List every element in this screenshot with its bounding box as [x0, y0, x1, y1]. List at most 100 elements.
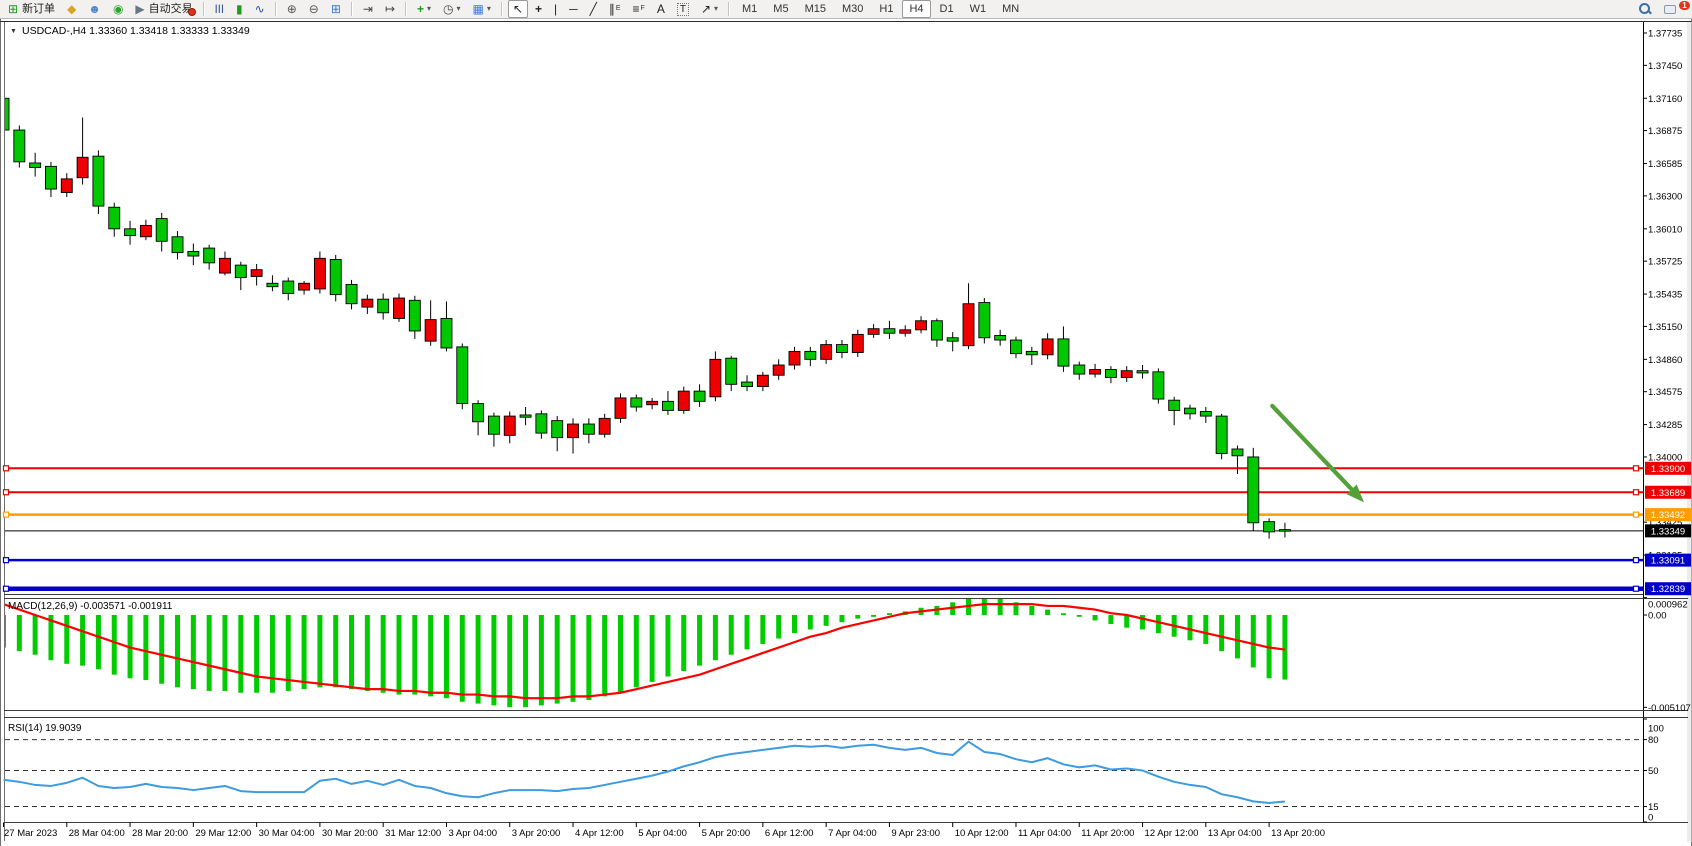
arrows-button[interactable]: ↗ ▾	[696, 0, 723, 18]
tile-windows-button[interactable]: ⊞	[326, 0, 346, 18]
deposit-gold-button[interactable]: ◆	[62, 0, 81, 18]
indicators-button[interactable]: + ▾	[412, 0, 436, 18]
candlestick-icon: ▮	[236, 2, 243, 16]
gold-icon: ◆	[67, 2, 77, 16]
horizontal-line-icon: ─	[569, 2, 578, 16]
periods-button[interactable]: ◷ ▾	[438, 0, 466, 18]
macd-histogram-bar	[159, 615, 165, 684]
candle-body	[978, 302, 991, 339]
macd-histogram-bar	[1076, 615, 1082, 617]
chart-shift-button[interactable]: ↦	[380, 0, 400, 18]
candle-body	[820, 344, 833, 360]
candle-body	[171, 236, 184, 254]
resistance-line-1-handle[interactable]	[1632, 465, 1640, 472]
candle-body	[1041, 338, 1054, 356]
equidistant-channel-button[interactable]: ∥ E	[604, 0, 626, 18]
macd-histogram-bar	[1282, 615, 1288, 680]
support-line-blue-1-handle[interactable]	[1632, 557, 1640, 564]
macd-histogram-bar	[554, 615, 560, 704]
candle-body	[915, 320, 928, 331]
support-line-blue-2-handle[interactable]	[2, 585, 10, 592]
tile-windows-icon: ⊞	[330, 2, 341, 16]
timeframe-w1-button[interactable]: W1	[969, 3, 987, 15]
support-line-blue-1-handle[interactable]	[2, 557, 10, 564]
toolbar: ⊞ 新订单 ◆ ☻ ◉ ▶ 自动交易 ǀǀǀ ▮ ∿ ⊕ ⊖ ⊞ ⇥ ↦ + ▾ ◷ ▾ ▦ ▾ ↖ + | ─ ╱ ∥ E ≡ F A T ↗…	[0, 0, 1692, 19]
community-button[interactable]: ☻	[83, 0, 106, 18]
support-line-orange-handle[interactable]	[2, 511, 10, 518]
macd-histogram-bar	[222, 615, 228, 691]
candle-body	[883, 328, 896, 334]
notifications-button[interactable]: 1	[1663, 1, 1690, 17]
support-line-orange-handle[interactable]	[1632, 511, 1640, 518]
time-axis[interactable]: 27 Mar 2023 28 Mar 04:00 28 Mar 20:00 29 Ma…	[3, 822, 1325, 840]
timeframe-h4-button[interactable]: H4	[902, 0, 931, 18]
candle-body	[313, 257, 326, 290]
fibonacci-button[interactable]: ≡ F	[628, 0, 650, 18]
candle-body	[535, 413, 548, 434]
candle-body	[946, 337, 959, 342]
cursor-button[interactable]: ↖	[507, 0, 528, 18]
macd-histogram-bar	[16, 615, 22, 652]
candle-body	[1215, 415, 1228, 454]
candle-body	[962, 303, 975, 347]
trendline-button[interactable]: ╱	[585, 0, 602, 18]
cursor-arrow-icon: ↖	[512, 2, 523, 16]
collapse-marker-icon[interactable]: ▼	[10, 28, 17, 35]
toolbar-separator	[500, 2, 503, 16]
rsi-axis-label: 100	[1648, 724, 1664, 735]
timeframe-m1-button[interactable]: M1	[742, 3, 758, 15]
trend-arrow-head-icon	[1346, 484, 1365, 503]
macd-histogram-bar	[349, 615, 355, 690]
timeframe-m30-button[interactable]: M30	[841, 3, 864, 15]
macd-histogram-bar	[412, 615, 418, 695]
support-line-blue-2-handle[interactable]	[1632, 585, 1640, 592]
bar-chart-button[interactable]: ǀǀǀ	[210, 0, 229, 18]
toolbar-separator	[405, 2, 407, 16]
price-tick-label: 1.37450	[1648, 61, 1682, 72]
price-axis[interactable]: 1.37735 1.37450 1.37160 1.36875 1.36585 1.363…	[1643, 29, 1692, 824]
timeframe-m5-button[interactable]: M5	[773, 3, 789, 15]
macd-histogram-bar	[855, 615, 861, 619]
timeframe-m15-button[interactable]: M15	[804, 3, 826, 15]
zoom-in-button[interactable]: ⊕	[282, 0, 302, 18]
resistance-line-1-handle[interactable]	[2, 465, 10, 472]
chevron-down-icon: ▾	[456, 4, 461, 13]
candle-body	[298, 282, 311, 291]
autotrading-button-label: 自动交易	[148, 3, 193, 15]
auto-scroll-button[interactable]: ⇥	[358, 0, 378, 18]
candlestick-chart-button[interactable]: ▮	[231, 0, 248, 18]
text-button[interactable]: A	[652, 0, 670, 18]
text-label-icon: T	[676, 2, 689, 16]
price-tick-label: 1.33425	[1648, 518, 1682, 529]
macd-histogram-bar	[380, 615, 386, 693]
macd-histogram-bar	[1250, 615, 1256, 668]
line-chart-icon: ∿	[254, 2, 265, 16]
signals-button[interactable]: ◉	[108, 0, 128, 18]
timeframe-h1-button[interactable]: H1	[879, 3, 894, 15]
date-label: 13 Apr 04:00	[1208, 828, 1262, 839]
vertical-line-button[interactable]: |	[549, 0, 562, 18]
text-label-button[interactable]: T	[672, 0, 694, 18]
timeframe-d1-button[interactable]: D1	[939, 3, 954, 15]
search-button[interactable]	[1637, 1, 1661, 17]
line-chart-button[interactable]: ∿	[250, 0, 270, 18]
autotrading-button[interactable]: ▶ 自动交易	[130, 0, 197, 18]
templates-button[interactable]: ▦ ▾	[468, 0, 496, 18]
crosshair-button[interactable]: +	[530, 0, 547, 18]
chevron-down-icon: ▾	[714, 4, 719, 13]
price-tick-label: 1.35725	[1648, 257, 1682, 268]
new-order-button[interactable]: ⊞ 新订单	[3, 0, 60, 18]
date-label: 27 Mar 2023	[4, 828, 57, 839]
timeframe-mn-button[interactable]: MN	[1002, 3, 1020, 15]
text-icon: A	[656, 2, 665, 16]
resistance-line-2-handle[interactable]	[1632, 489, 1640, 496]
horizontal-line-button[interactable]: ─	[564, 0, 583, 18]
horizontal-lines-layer	[5, 467, 1643, 591]
candle-body	[867, 328, 880, 335]
signal-icon: ◉	[112, 2, 124, 16]
trend-arrow-annotation[interactable]	[1270, 403, 1356, 493]
macd-histogram-bar	[760, 615, 766, 644]
resistance-line-2-handle[interactable]	[2, 489, 10, 496]
candle-body	[1120, 370, 1133, 378]
zoom-out-button[interactable]: ⊖	[304, 0, 324, 18]
